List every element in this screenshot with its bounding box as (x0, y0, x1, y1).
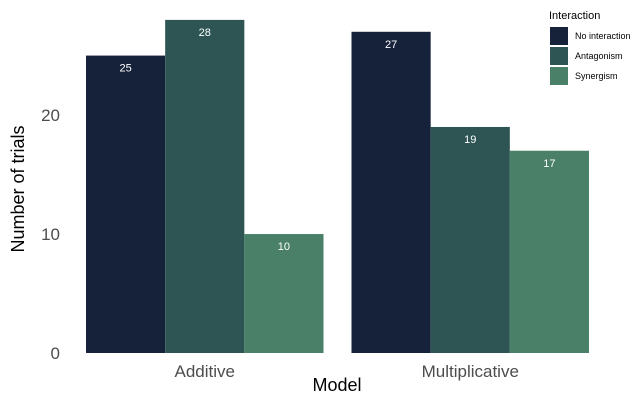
legend-label: Antagonism (575, 51, 623, 61)
bar-additive-antagonism (165, 19, 245, 354)
bar-multiplicative-antagonism (430, 126, 510, 353)
bar-value-label: 10 (278, 241, 290, 253)
bar-value-label: 25 (119, 63, 131, 75)
x-axis-title: Model (312, 375, 361, 395)
bar-value-label: 19 (464, 134, 476, 146)
bar-additive-synergism (244, 234, 324, 353)
legend-title: Interaction (549, 10, 600, 22)
legend-swatch (550, 67, 568, 85)
x-axis-ticks: Additive Multiplicative (175, 362, 519, 381)
bar-value-label: 28 (199, 27, 211, 39)
y-tick-label: 20 (41, 106, 60, 125)
legend: Interaction No interaction Antagonism Syne… (549, 10, 631, 85)
legend-items: No interaction Antagonism Synergism (550, 27, 631, 85)
bars-layer (86, 19, 589, 354)
bar-value-label: 17 (543, 158, 555, 170)
bar-labels-layer: 25 28 10 27 19 17 (119, 27, 555, 253)
legend-swatch (550, 27, 568, 45)
legend-label: Synergism (575, 71, 618, 81)
bar-additive-no-interaction (86, 55, 166, 353)
x-tick-label: Multiplicative (422, 362, 519, 381)
y-axis-ticks: 0 10 20 (41, 106, 60, 363)
bar-value-label: 27 (385, 39, 397, 51)
y-tick-label: 0 (51, 344, 60, 363)
legend-swatch (550, 47, 568, 65)
legend-label: No interaction (575, 31, 631, 41)
x-tick-label: Additive (175, 362, 235, 381)
bar-multiplicative-no-interaction (351, 31, 431, 354)
y-axis-title: Number of trials (8, 125, 28, 252)
bar-multiplicative-synergism (509, 150, 589, 353)
y-tick-label: 10 (41, 225, 60, 244)
